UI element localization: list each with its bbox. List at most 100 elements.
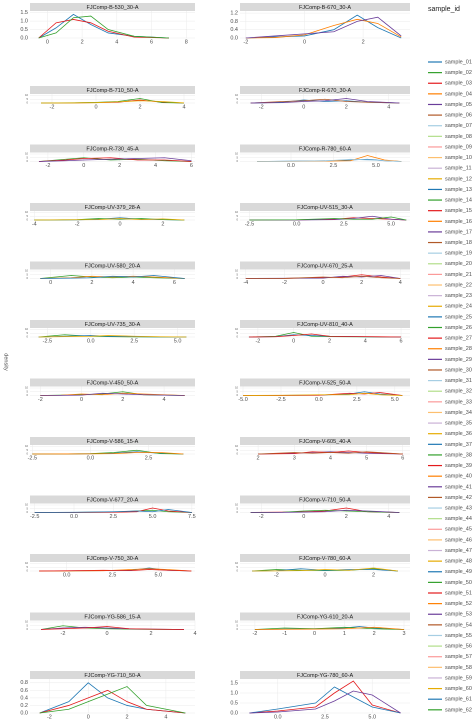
x-tick-label: 6 xyxy=(400,338,403,344)
x-tick-label: -2 xyxy=(75,221,80,227)
x-tick-label: 1 xyxy=(343,631,346,637)
legend-label: sample_27 xyxy=(445,336,472,342)
y-tick-label: 0 xyxy=(237,393,239,397)
y-tick-label: 0.8 xyxy=(230,19,238,25)
panel-title: FJComp-B-530_30-A xyxy=(87,5,139,11)
x-tick-label: 4 xyxy=(115,39,118,45)
y-tick-label: 10 xyxy=(235,620,238,624)
legend-label: sample_09 xyxy=(445,144,472,150)
y-tick-label: 0.2 xyxy=(20,703,28,709)
x-tick-label: 2 xyxy=(345,104,348,110)
y-tick-label: 1.5 xyxy=(230,680,238,686)
density-line xyxy=(34,509,192,513)
x-tick-label: 2 xyxy=(362,39,365,45)
strip xyxy=(240,86,410,94)
legend-label: sample_48 xyxy=(445,559,472,565)
x-tick-label: -2 xyxy=(243,39,248,45)
density-line xyxy=(245,18,402,39)
x-tick-label: 0 xyxy=(313,631,316,637)
legend-label: sample_16 xyxy=(445,219,472,225)
strip xyxy=(30,86,195,94)
legend-label: sample_03 xyxy=(445,81,472,87)
density-line xyxy=(243,392,403,396)
panel-title: FJComp-V-780_60-A xyxy=(299,556,351,562)
strip xyxy=(240,144,410,153)
panel-title: FJComp-UV-379_28-A xyxy=(85,205,141,211)
y-tick-label: 10 xyxy=(235,327,238,331)
density-line xyxy=(248,333,402,338)
panel-title: FJComp-V-710_50-A xyxy=(299,497,351,503)
x-tick-label: 0 xyxy=(292,338,295,344)
y-tick-label: 5 xyxy=(237,214,239,218)
x-tick-label: 0.0 xyxy=(70,514,78,520)
panel-title: FJComp-R-730_45-A xyxy=(86,146,139,152)
panel-title: FJComp-UV-810_40-A xyxy=(297,322,353,328)
y-tick-label: 10 xyxy=(235,269,238,273)
x-tick-label: 0.0 xyxy=(87,338,95,344)
y-tick-label: 5 xyxy=(237,97,239,101)
x-tick-label: 2 xyxy=(161,221,164,227)
x-tick-label: -2.5 xyxy=(28,455,37,461)
density-line xyxy=(258,451,403,455)
y-tick-label: 5 xyxy=(27,565,29,569)
y-tick-label: 5 xyxy=(27,331,29,335)
strip xyxy=(30,554,195,562)
legend-label: sample_07 xyxy=(445,123,472,129)
legend-label: sample_31 xyxy=(445,378,472,384)
density-line xyxy=(252,567,398,572)
density-line xyxy=(250,509,400,513)
y-tick-label: 5 xyxy=(27,155,29,159)
panel-title: FJComp-UV-670_25-A xyxy=(297,263,353,269)
panel-bg xyxy=(240,152,410,162)
legend-label: sample_59 xyxy=(445,675,472,681)
x-tick-label: 6 xyxy=(173,280,176,286)
panel-bg xyxy=(30,94,195,103)
legend-label: sample_41 xyxy=(445,484,472,490)
y-tick-label: 0 xyxy=(27,218,29,222)
panel-bg xyxy=(30,269,195,279)
y-tick-label: 0.4 xyxy=(20,695,28,701)
x-tick-label: 0 xyxy=(323,572,326,578)
legend-label: sample_04 xyxy=(445,91,472,97)
density-line xyxy=(39,686,186,714)
strip xyxy=(240,437,410,445)
legend-label: sample_61 xyxy=(445,697,472,703)
panel-bg xyxy=(240,503,410,513)
panel-bg xyxy=(30,445,195,454)
legend-label: sample_25 xyxy=(445,314,472,320)
strip xyxy=(30,3,195,11)
x-tick-label: 2.5 xyxy=(109,514,117,520)
legend-label: sample_11 xyxy=(445,166,472,172)
x-tick-label: 0.0 xyxy=(274,714,282,720)
panel-title: FJComp-V-450_50-A xyxy=(87,380,139,386)
legend-label: sample_40 xyxy=(445,474,472,480)
x-tick-label: 0 xyxy=(82,163,85,169)
strip xyxy=(30,378,195,387)
x-tick-label: 0.0 xyxy=(293,221,301,227)
y-tick-label: 5 xyxy=(27,272,29,276)
x-tick-label: -4 xyxy=(32,221,37,227)
y-tick-label: 10 xyxy=(25,152,28,156)
legend-label: sample_35 xyxy=(445,421,472,427)
x-tick-label: 2 xyxy=(138,104,141,110)
strip xyxy=(30,495,195,504)
y-tick-label: 10 xyxy=(235,503,238,507)
x-tick-label: 2 xyxy=(328,338,331,344)
y-tick-label: 1.5 xyxy=(20,10,28,16)
density-line xyxy=(40,275,185,279)
x-tick-label: 8 xyxy=(185,39,188,45)
legend-label: sample_08 xyxy=(445,134,472,140)
y-tick-label: 0 xyxy=(237,627,239,631)
legend-label: sample_62 xyxy=(445,707,472,713)
panel-title: FJComp-YG-586_15-A xyxy=(84,614,141,620)
strip xyxy=(240,378,410,387)
y-tick-label: 5 xyxy=(27,97,29,101)
legend-title: sample_id xyxy=(428,6,460,13)
x-tick-label: 2.5 xyxy=(130,338,138,344)
panel-bg xyxy=(240,620,410,630)
legend-label: sample_15 xyxy=(445,208,472,214)
x-tick-label: 5.0 xyxy=(149,514,157,520)
x-tick-label: 2.5 xyxy=(330,163,338,169)
x-tick-label: 0.0 xyxy=(287,163,295,169)
panel-bg xyxy=(30,620,195,630)
